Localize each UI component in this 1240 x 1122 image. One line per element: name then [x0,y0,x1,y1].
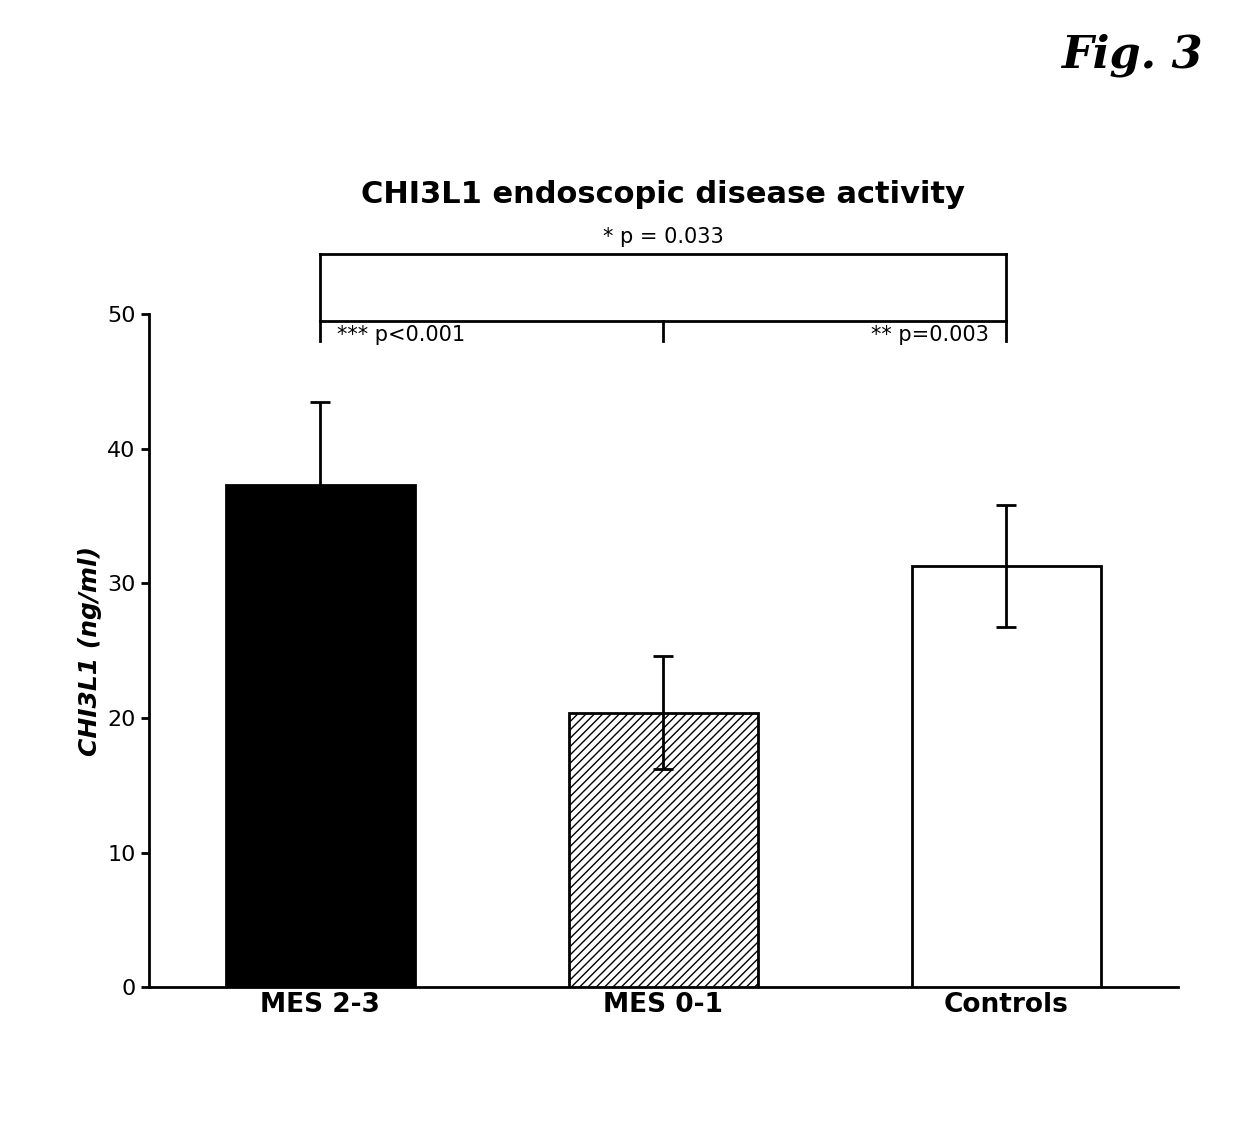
Title: CHI3L1 endoscopic disease activity: CHI3L1 endoscopic disease activity [361,180,966,209]
Text: ** p=0.003: ** p=0.003 [872,325,990,344]
Bar [569,712,758,987]
Bar [226,485,414,987]
Text: * p = 0.033: * p = 0.033 [603,227,724,247]
Bar [913,565,1101,987]
Text: Fig. 3: Fig. 3 [1061,34,1203,77]
Y-axis label: CHI3L1 (ng/ml): CHI3L1 (ng/ml) [78,545,102,756]
Text: *** p<0.001: *** p<0.001 [337,325,465,344]
